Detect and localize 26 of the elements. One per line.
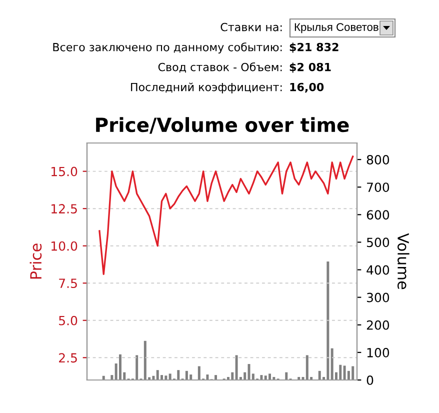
y2-tick-label: 400 — [366, 265, 390, 275]
text: Последний коэффициент: — [131, 82, 282, 94]
y2-axis-title: Volume — [398, 233, 410, 290]
text: Ставки на: — [220, 22, 282, 32]
y-axis-title: Price — [30, 244, 42, 279]
text: Крылья Советов — [294, 23, 378, 34]
y2-tick-label: 800 — [366, 155, 390, 164]
y2-tick-label: 100 — [367, 348, 390, 358]
y-tick-label: 7.5 — [59, 278, 77, 288]
y2-tick-label: 500 — [366, 238, 390, 248]
y-tick-label: 5.0 — [59, 316, 78, 326]
y2-tick-label: 200 — [366, 320, 390, 330]
y-tick-label: 2.5 — [59, 353, 77, 363]
y2-tick-label: 0 — [366, 375, 374, 385]
y2-tick-label: 300 — [366, 292, 390, 302]
y2-tick-label: 700 — [367, 182, 390, 192]
text: $21 832 — [290, 42, 338, 53]
y2-tick-label: 600 — [366, 210, 390, 220]
text: Свод ставок - Объем: — [158, 62, 282, 73]
y-tick-label: 12.5 — [52, 204, 77, 214]
y-tick-label: 15.0 — [52, 166, 78, 176]
text: Всего заключено по данному событию: — [53, 42, 282, 54]
text: $2 081 — [290, 62, 331, 73]
y-tick-label: 10.0 — [52, 241, 78, 251]
text: 16,00 — [290, 82, 324, 93]
chart-title: Price/Volume over time — [96, 117, 349, 134]
